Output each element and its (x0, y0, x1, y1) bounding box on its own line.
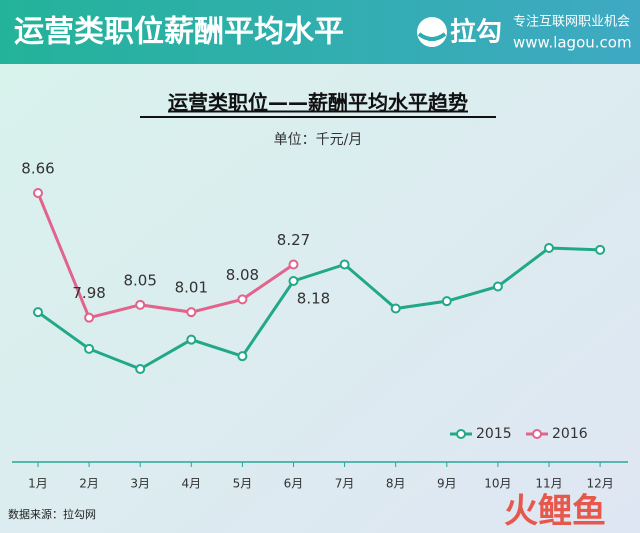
logo-smile (417, 32, 447, 41)
data-point (288, 276, 299, 286)
data-point (237, 294, 248, 305)
slogan: 专注互联网职业机会 (513, 15, 630, 30)
data-point (492, 281, 503, 292)
header-title: 运营类职位薪酬平均水平 (14, 15, 344, 50)
x-tick-label: 8月 (386, 477, 406, 491)
data-label: 8.05 (123, 271, 156, 289)
data-point (288, 259, 299, 270)
x-tick-label: 3月 (130, 477, 150, 491)
data-point (390, 303, 401, 314)
data-label: 8.66 (21, 160, 54, 178)
data-point (441, 296, 452, 307)
x-tick-label: 12月 (586, 477, 613, 491)
data-label: 8.08 (226, 266, 259, 284)
x-tick-label: 10月 (484, 477, 511, 491)
x-tick-label: 1月 (28, 477, 48, 491)
series-line (36, 192, 295, 320)
data-point (84, 343, 95, 354)
legend-label: 2016 (552, 426, 588, 442)
x-tick-label: 7月 (335, 477, 355, 491)
data-point (84, 312, 95, 323)
data-point (595, 244, 606, 255)
data-point (237, 351, 248, 362)
data-point (186, 307, 197, 318)
site: www.lagou.com (513, 34, 632, 52)
legend-swatch-dot (532, 429, 542, 439)
logo-icon (417, 17, 447, 47)
data-point (135, 364, 146, 374)
data-label: 8.27 (277, 231, 310, 249)
data-point (186, 334, 197, 345)
data-point (339, 259, 350, 270)
x-tick-label: 2月 (79, 477, 99, 491)
x-tick-label: 4月 (181, 477, 201, 491)
header-band (0, 0, 640, 64)
data-label: 8.18 (297, 290, 330, 308)
data-label: 7.98 (72, 284, 105, 302)
x-tick-label: 6月 (284, 477, 304, 491)
data-label: 8.01 (175, 279, 208, 297)
x-tick-label: 9月 (437, 477, 457, 491)
series-line (37, 246, 601, 371)
legend-swatch-dot (456, 429, 466, 439)
data-point (33, 188, 43, 198)
source: 数据来源：拉勾网 (8, 507, 96, 521)
logo-text: 拉勾 (450, 17, 502, 48)
chart-title: 运营类职位——薪酬平均水平趋势 (168, 91, 468, 115)
x-tick-label: 11月 (535, 477, 562, 491)
legend-label: 2015 (476, 426, 512, 442)
watermark: 火鲤鱼 (504, 492, 606, 532)
data-point (544, 243, 554, 253)
x-tick-label: 5月 (233, 477, 253, 491)
data-point (135, 299, 146, 310)
data-point (33, 307, 43, 318)
chart-subtitle: 单位：千元/月 (274, 132, 363, 148)
